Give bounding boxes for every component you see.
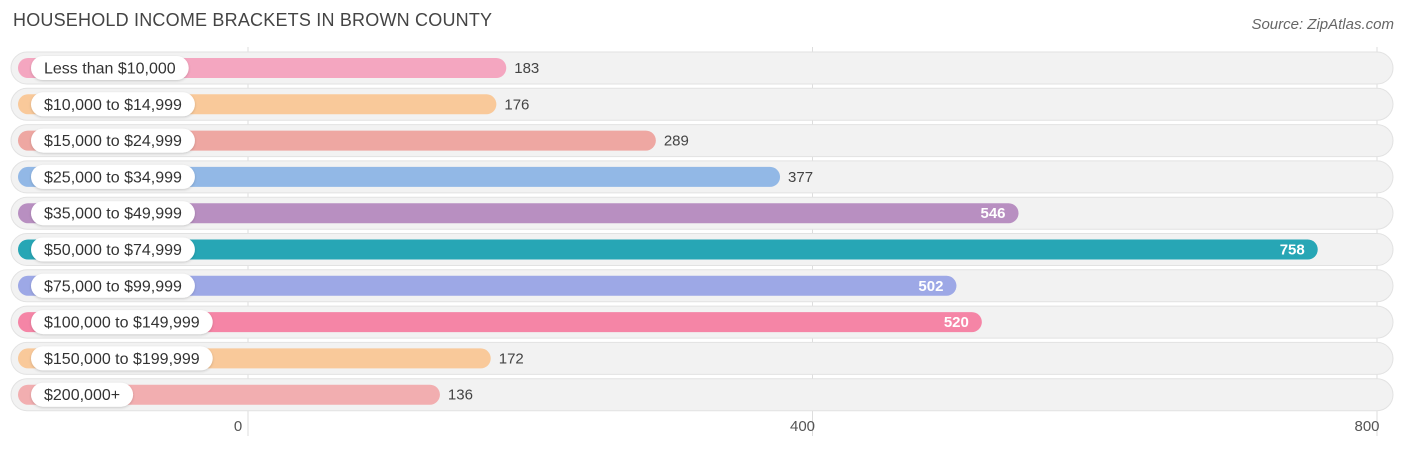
category-pill <box>31 273 195 298</box>
x-tick-label: 0 <box>234 418 242 435</box>
category-label: $10,000 to $14,999 <box>44 97 182 114</box>
category-pill <box>31 92 195 117</box>
category-label: $200,000+ <box>44 387 120 404</box>
bar-row: $35,000 to $49,999 546 <box>10 196 1394 230</box>
value-label: 520 <box>944 314 969 331</box>
bar <box>18 239 1318 260</box>
value-label: 546 <box>981 205 1006 222</box>
category-pill <box>31 128 195 153</box>
value-label: 377 <box>788 169 813 186</box>
bar-row: $10,000 to $14,999 176 <box>10 87 1394 121</box>
category-pill <box>31 201 195 226</box>
bar-row: $75,000 to $99,999 502 <box>10 269 1394 303</box>
category-label: $35,000 to $49,999 <box>44 206 182 223</box>
bar-row: $50,000 to $74,999 758 <box>10 233 1394 266</box>
bar-row: $100,000 to $149,999 520 <box>10 305 1394 339</box>
x-tick-label: 400 <box>790 418 815 435</box>
category-label: $50,000 to $74,999 <box>44 242 182 259</box>
category-label: $25,000 to $34,999 <box>44 169 182 186</box>
bar-row: $200,000+ 136 <box>10 378 1394 412</box>
bar-row: $150,000 to $199,999 172 <box>10 341 1394 375</box>
bar <box>18 275 957 296</box>
bar-rows: Less than $10,000 183 $10,000 to $14,999 17… <box>10 51 1394 412</box>
source-note: Source: ZipAtlas.com <box>1251 16 1394 33</box>
category-label: $100,000 to $149,999 <box>44 315 200 332</box>
value-label: 289 <box>664 133 689 150</box>
bar-row: Less than $10,000 183 <box>10 51 1394 85</box>
value-label: 176 <box>504 96 529 113</box>
bar <box>18 312 982 333</box>
category-pill <box>31 164 195 189</box>
category-pill <box>31 382 134 407</box>
bar-row: $25,000 to $34,999 377 <box>10 160 1394 194</box>
chart-title: HOUSEHOLD INCOME BRACKETS IN BROWN COUNT… <box>13 10 493 30</box>
category-label: $150,000 to $199,999 <box>44 351 200 368</box>
category-pill <box>31 346 213 371</box>
bar-row: $15,000 to $24,999 289 <box>10 124 1394 158</box>
value-label: 502 <box>918 278 943 295</box>
value-label: 136 <box>448 387 473 404</box>
value-label: 758 <box>1280 242 1305 259</box>
category-pill <box>31 237 195 262</box>
category-pill <box>31 310 213 335</box>
x-axis-ticks: 0 400 800 <box>234 418 1380 435</box>
category-label: Less than $10,000 <box>44 61 176 78</box>
value-label: 172 <box>499 350 524 367</box>
category-label: $75,000 to $99,999 <box>44 278 182 295</box>
bar <box>18 203 1019 224</box>
category-label: $15,000 to $24,999 <box>44 133 182 150</box>
category-pill <box>31 56 189 80</box>
bar <box>18 166 781 187</box>
x-tick-label: 800 <box>1354 418 1379 435</box>
value-label: 183 <box>514 60 539 77</box>
